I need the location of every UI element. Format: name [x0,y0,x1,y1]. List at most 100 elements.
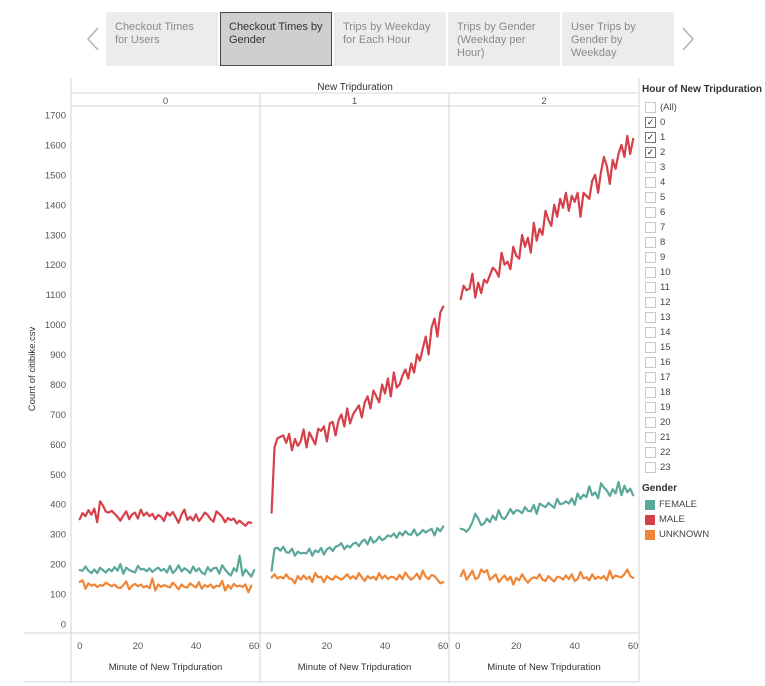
series-line-female-panel-1 [270,525,445,572]
hour-filter-item[interactable]: 9 [642,250,762,265]
hour-filter-item[interactable]: 16 [642,355,762,370]
panel-label: 0 [163,96,168,107]
story-navigation-bar: Checkout Times for Users Checkout Times … [0,12,765,66]
story-tab-user-trips-gender-weekday[interactable]: User Trips by Gender by Weekday [562,12,674,66]
checkbox-icon[interactable] [645,282,656,293]
hour-filter-label: 0 [660,117,666,128]
hour-filter-item[interactable]: 6 [642,205,762,220]
chevron-right-icon[interactable] [673,12,703,66]
series-lines [78,134,635,594]
hour-filter-item[interactable]: 19 [642,400,762,415]
x-axis-title: Minute of New Tripduration [487,662,601,673]
x-axis-title: Minute of New Tripduration [109,662,223,673]
checkbox-icon[interactable] [645,432,656,443]
hour-filter-item[interactable]: ✓ 1 [642,130,762,145]
hour-filter-label: 3 [660,162,666,173]
unknown-swatch [645,529,655,540]
hour-filter-item[interactable]: 8 [642,235,762,250]
hour-filter-label: 18 [660,387,671,398]
checkbox-icon[interactable] [645,402,656,413]
hour-filter-label: 21 [660,432,671,443]
x-tick-label: 20 [322,641,333,652]
checkbox-icon[interactable] [645,387,656,398]
checkbox-icon[interactable] [645,297,656,308]
x-tick-label: 40 [191,641,202,652]
checkbox-checked-icon[interactable]: ✓ [645,147,656,158]
panel-header-title: New Tripduration [317,82,393,93]
checkbox-icon[interactable] [645,462,656,473]
gender-legend-unknown[interactable]: UNKNOWN [645,527,709,542]
gender-legend-male[interactable]: MALE [645,512,685,527]
panel-headers: New Tripduration 0 1 2 [163,82,547,107]
checkbox-checked-icon[interactable]: ✓ [645,117,656,128]
hour-filter-item[interactable]: 14 [642,325,762,340]
series-line-unknown-panel-0 [78,577,253,594]
checkbox-icon[interactable] [645,237,656,248]
checkbox-icon[interactable] [645,342,656,353]
y-tick-label: 700 [50,410,66,421]
hour-filter-item[interactable]: 11 [642,280,762,295]
x-tick-label: 40 [569,641,580,652]
panel-label: 2 [541,96,546,107]
checkbox-icon[interactable] [645,357,656,368]
checkbox-icon[interactable] [645,372,656,383]
hour-filter-item[interactable]: ✓ 0 [642,115,762,130]
checkbox-icon[interactable] [645,252,656,263]
checkbox-icon[interactable] [645,162,656,173]
hour-filter-label: 10 [660,267,671,278]
hour-filter-item[interactable]: 13 [642,310,762,325]
checkbox-icon[interactable] [645,267,656,278]
y-tick-label: 900 [50,350,66,361]
gender-legend-label: UNKNOWN [659,529,710,540]
story-tab-trips-gender-weekday-hour[interactable]: Trips by Gender (Weekday per Hour) [448,12,560,66]
male-swatch [645,514,655,525]
hour-filter-item[interactable]: 7 [642,220,762,235]
x-axes: 0 20 40 60 Minute of New Tripduration 0 20 40 60… [77,641,638,673]
y-tick-label: 600 [50,440,66,451]
hour-filter-item[interactable]: 5 [642,190,762,205]
hour-filter-label: 14 [660,327,671,338]
story-tab-checkout-times-gender[interactable]: Checkout Times by Gender [220,12,332,66]
checkbox-icon[interactable] [645,447,656,458]
hour-filter: Hour of New Tripduration (All) ✓ 0 ✓ 1 ✓ 2 3 4 5 6… [642,84,762,475]
hour-filter-item[interactable]: (All) [642,100,762,115]
checkbox-icon[interactable] [645,192,656,203]
checkbox-icon[interactable] [645,312,656,323]
chart-frame [24,78,640,683]
hour-filter-item[interactable]: 17 [642,370,762,385]
x-tick-label: 0 [77,641,82,652]
chevron-left-icon[interactable] [78,12,108,66]
hour-filter-item[interactable]: 23 [642,460,762,475]
gender-legend-female[interactable]: FEMALE [645,497,697,512]
series-line-female-panel-0 [78,554,256,578]
hour-filter-item[interactable]: 21 [642,430,762,445]
checkbox-icon[interactable] [645,177,656,188]
x-tick-label: 40 [380,641,391,652]
checkbox-icon[interactable] [645,102,656,113]
hour-filter-item[interactable]: 20 [642,415,762,430]
checkbox-icon[interactable] [645,222,656,233]
hour-filter-item[interactable]: ✓ 2 [642,145,762,160]
x-tick-label: 60 [249,641,260,652]
hour-filter-item[interactable]: 4 [642,175,762,190]
hour-filter-item[interactable]: 15 [642,340,762,355]
hour-filter-item[interactable]: 12 [642,295,762,310]
hour-filter-item[interactable]: 18 [642,385,762,400]
hour-filter-label: 17 [660,372,671,383]
y-tick-label: 300 [50,530,66,541]
checkbox-icon[interactable] [645,207,656,218]
story-tab-trips-weekday-hour[interactable]: Trips by Weekday for Each Hour [334,12,446,66]
story-tab-checkout-times-users[interactable]: Checkout Times for Users [106,12,218,66]
checkbox-icon[interactable] [645,327,656,338]
x-tick-label: 60 [628,641,639,652]
hour-filter-label: 8 [660,237,666,248]
y-tick-label: 0 [61,620,66,631]
hour-filter-item[interactable]: 3 [642,160,762,175]
checkbox-icon[interactable] [645,417,656,428]
hour-filter-label: 11 [660,282,670,293]
hour-filter-label: 6 [660,207,666,218]
hour-filter-item[interactable]: 10 [642,265,762,280]
hour-filter-item[interactable]: 22 [642,445,762,460]
checkbox-checked-icon[interactable]: ✓ [645,132,656,143]
x-tick-label: 20 [511,641,522,652]
